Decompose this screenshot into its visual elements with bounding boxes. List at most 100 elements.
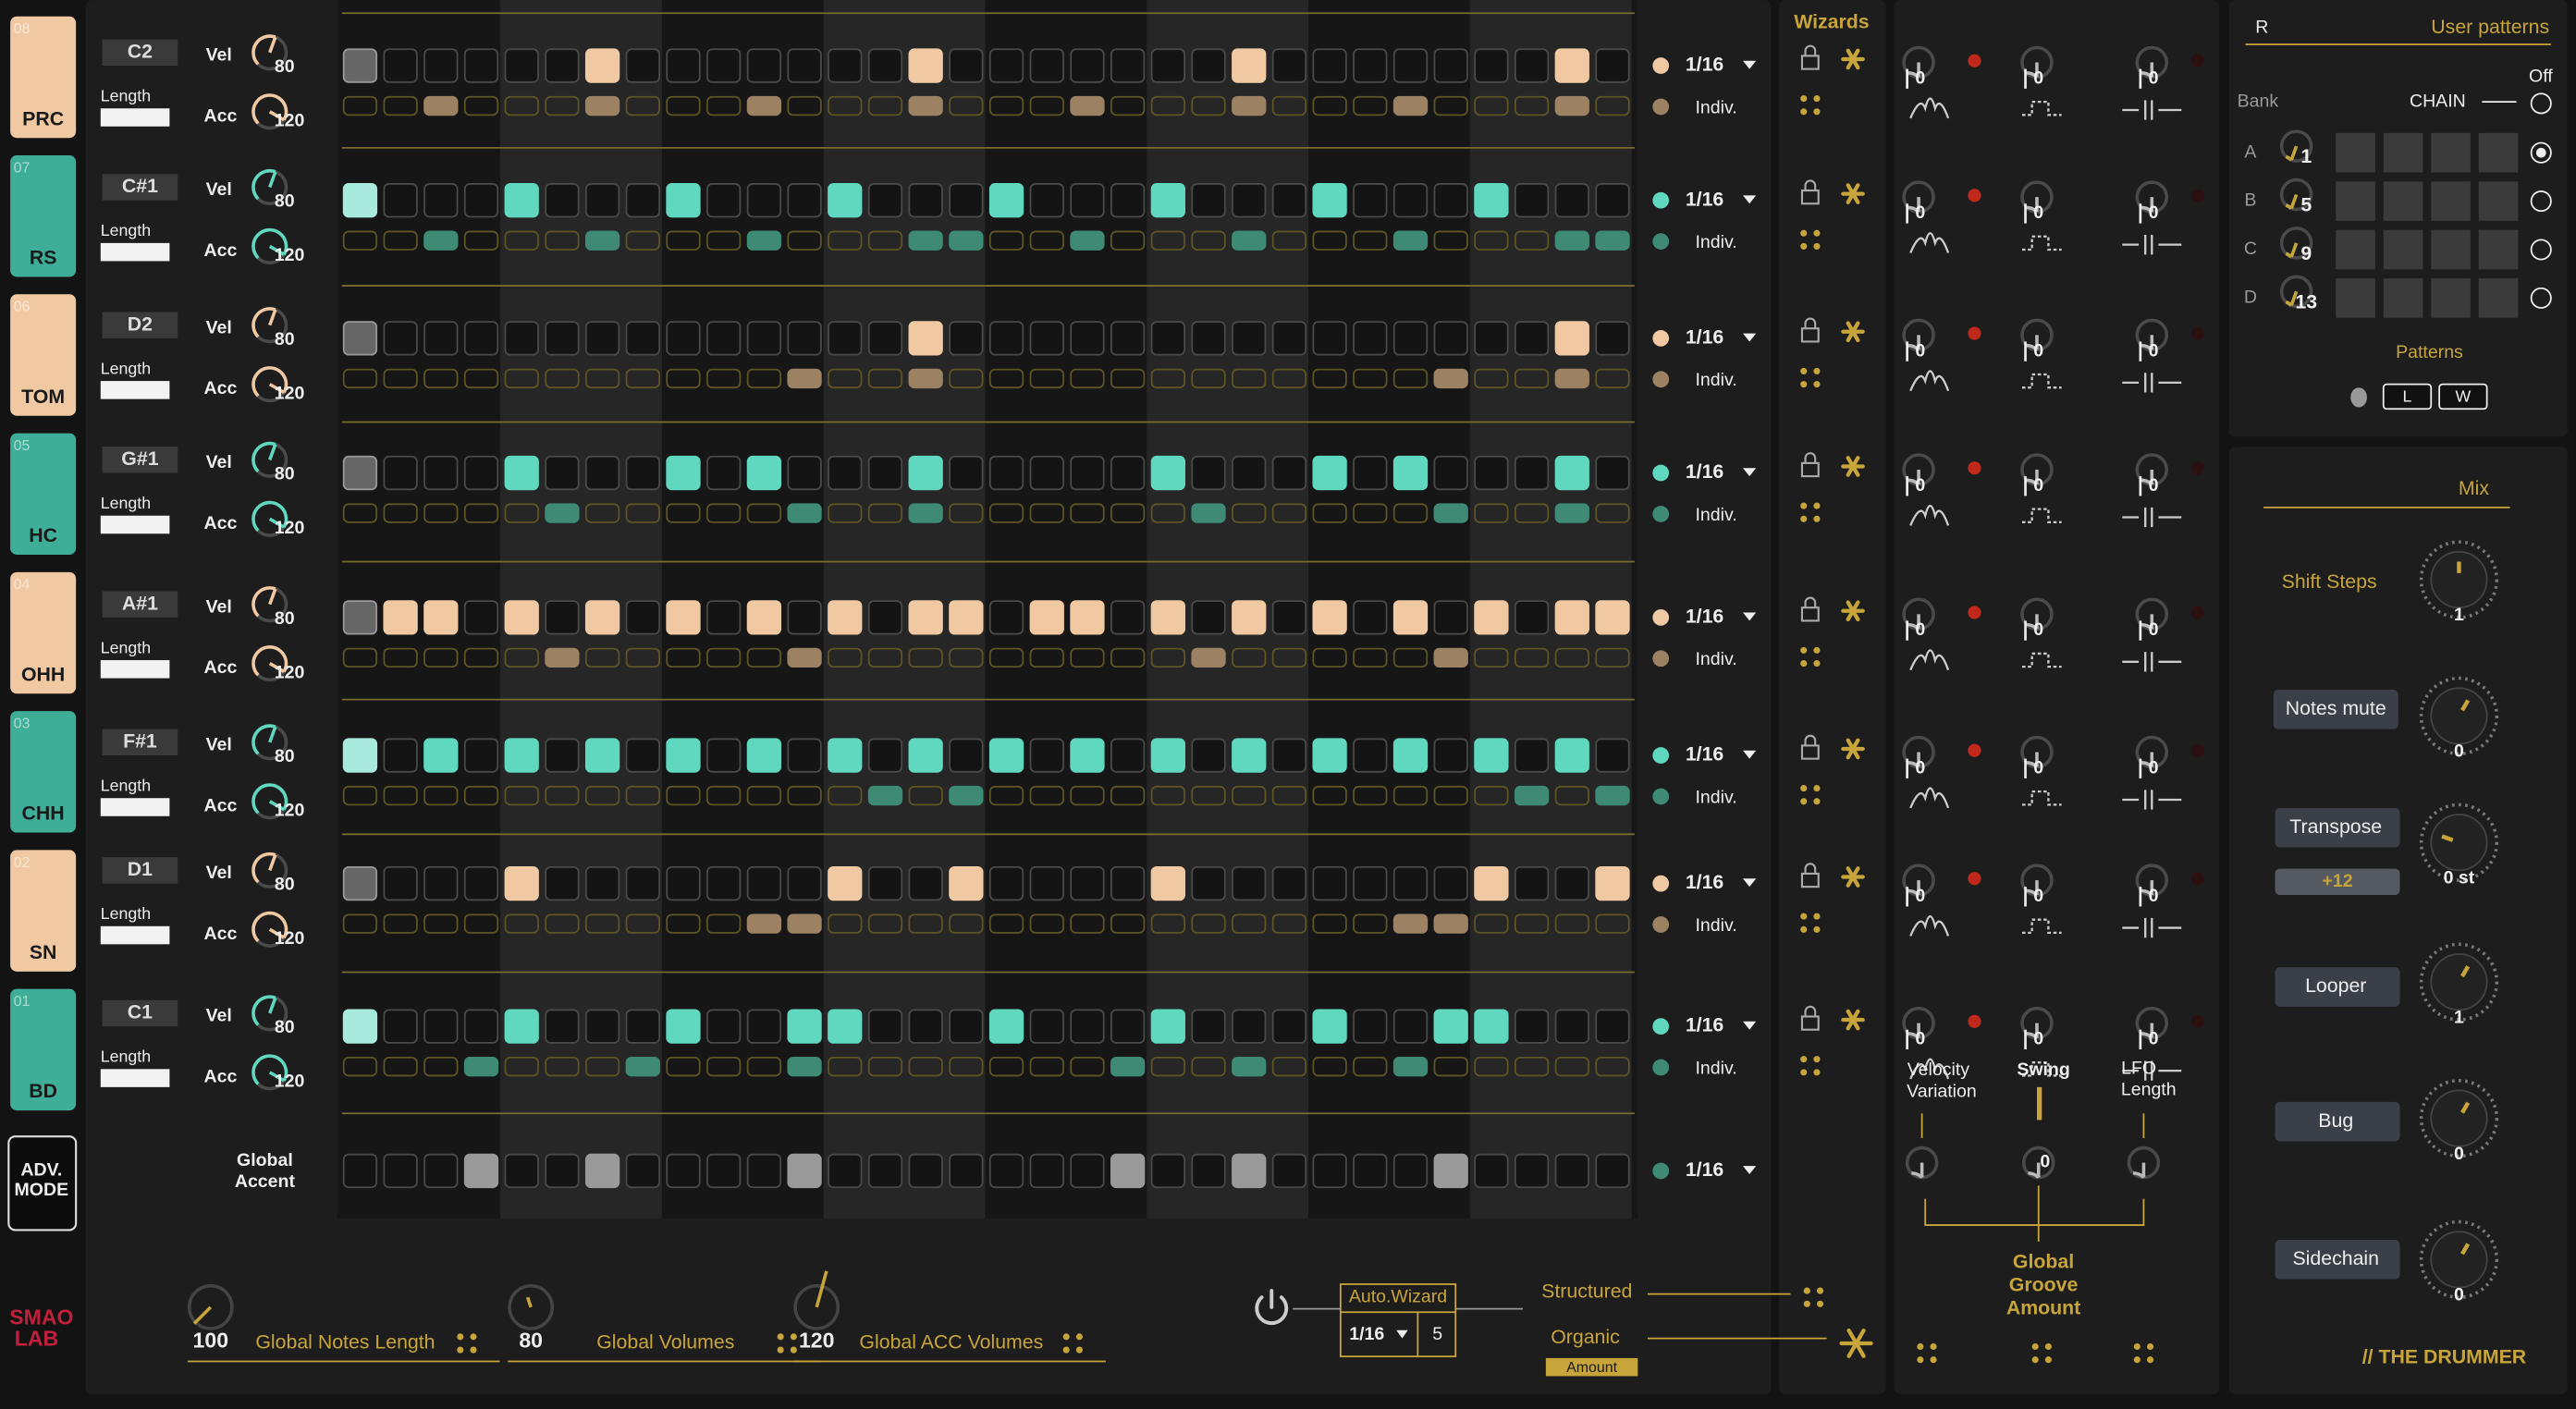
step[interactable] [1353, 865, 1388, 901]
mix-knob-ticks[interactable] [2419, 1078, 2499, 1158]
step[interactable] [545, 738, 580, 773]
step[interactable] [787, 48, 822, 83]
star-icon[interactable] [1846, 321, 1860, 343]
length-bar[interactable] [100, 515, 170, 534]
accent-step[interactable] [1514, 230, 1550, 251]
accent-step[interactable] [1474, 785, 1509, 806]
mode[interactable]: Indiv. [1696, 1058, 1737, 1078]
dots-icon[interactable] [1800, 229, 1808, 237]
radio[interactable] [2530, 287, 2552, 309]
pattern-slot[interactable] [2478, 278, 2519, 318]
global-accent-step[interactable] [1191, 1153, 1226, 1189]
accent-step[interactable] [666, 230, 701, 251]
accent-step[interactable] [423, 95, 459, 116]
accent-step[interactable] [1595, 647, 1630, 668]
dropdown-arrow[interactable] [1743, 612, 1757, 621]
accent-step[interactable] [504, 647, 539, 668]
accent-step[interactable] [666, 503, 701, 523]
dots-icon[interactable] [1813, 646, 1821, 654]
accent-step[interactable] [867, 913, 903, 934]
dots-icon[interactable] [1800, 798, 1808, 805]
dots-icon[interactable] [1800, 242, 1808, 250]
dots-icon[interactable] [790, 1333, 797, 1341]
step[interactable] [504, 183, 539, 218]
accent-step[interactable] [1271, 785, 1307, 806]
accent-step[interactable] [1150, 1057, 1185, 1077]
step[interactable] [383, 455, 418, 491]
accent-step[interactable] [1110, 368, 1146, 389]
step[interactable] [1433, 455, 1468, 491]
step[interactable] [342, 1009, 378, 1044]
global-accent-step[interactable] [867, 1153, 903, 1189]
step[interactable] [584, 738, 620, 773]
dots-icon[interactable] [2044, 1342, 2052, 1351]
step[interactable] [787, 738, 822, 773]
step[interactable] [1514, 738, 1550, 773]
step[interactable] [908, 183, 943, 218]
accent-step[interactable] [1150, 647, 1185, 668]
step[interactable] [787, 455, 822, 491]
accent-step[interactable] [908, 647, 943, 668]
accent-step[interactable] [625, 368, 660, 389]
accent-step[interactable] [625, 1057, 660, 1077]
mix-knob[interactable] [2430, 953, 2488, 1011]
step[interactable] [1353, 455, 1388, 491]
accent-step[interactable] [746, 785, 782, 806]
accent-step[interactable] [908, 95, 943, 116]
accent-step[interactable] [1554, 913, 1589, 934]
step[interactable] [908, 321, 943, 356]
step[interactable] [867, 183, 903, 218]
accent-step[interactable] [867, 368, 903, 389]
step[interactable] [1232, 738, 1267, 773]
step[interactable] [1392, 738, 1429, 773]
global-accent-step[interactable] [1554, 1153, 1589, 1189]
accent-step[interactable] [545, 647, 580, 668]
step[interactable] [1392, 48, 1429, 83]
accent-step[interactable] [1474, 647, 1509, 668]
step[interactable] [1392, 1009, 1429, 1044]
step[interactable] [1191, 738, 1226, 773]
step[interactable] [1433, 600, 1468, 635]
step[interactable] [1595, 455, 1630, 491]
step[interactable] [1232, 321, 1267, 356]
accent-step[interactable] [1029, 785, 1064, 806]
accent-step[interactable] [383, 1057, 418, 1077]
step[interactable] [908, 738, 943, 773]
accent-step[interactable] [1595, 95, 1630, 116]
accent-step[interactable] [1595, 1057, 1630, 1077]
dots-icon[interactable] [1800, 108, 1808, 116]
step[interactable] [1433, 1009, 1468, 1044]
global-accent-step[interactable] [342, 1153, 378, 1189]
dots-icon[interactable] [1813, 1069, 1821, 1076]
accent-step[interactable] [949, 503, 984, 523]
accent-step[interactable] [666, 647, 701, 668]
step[interactable] [1353, 738, 1388, 773]
accent-step[interactable] [1191, 913, 1226, 934]
accent-step[interactable] [949, 95, 984, 116]
accent-step[interactable] [787, 230, 822, 251]
step[interactable] [584, 183, 620, 218]
accent-step[interactable] [666, 785, 701, 806]
knob[interactable] [2279, 178, 2313, 212]
step[interactable] [1595, 321, 1630, 356]
accent-step[interactable] [545, 1057, 580, 1077]
track-button[interactable] [10, 571, 77, 694]
accent-step[interactable] [867, 647, 903, 668]
step[interactable] [1191, 865, 1226, 901]
step[interactable] [867, 321, 903, 356]
pattern-slot[interactable] [2383, 132, 2423, 173]
accent-step[interactable] [828, 368, 863, 389]
step[interactable] [342, 455, 378, 491]
step[interactable] [1110, 865, 1146, 901]
accent-step[interactable] [1312, 95, 1347, 116]
global-accent-step[interactable] [988, 1153, 1024, 1189]
step[interactable] [342, 865, 378, 901]
step[interactable] [423, 865, 459, 901]
accent-step[interactable] [949, 647, 984, 668]
accent-step[interactable] [1191, 95, 1226, 116]
accent-step[interactable] [1392, 785, 1429, 806]
step[interactable] [584, 455, 620, 491]
step[interactable] [1110, 48, 1146, 83]
accent-step[interactable] [706, 230, 742, 251]
global-accent-step[interactable] [666, 1153, 701, 1189]
